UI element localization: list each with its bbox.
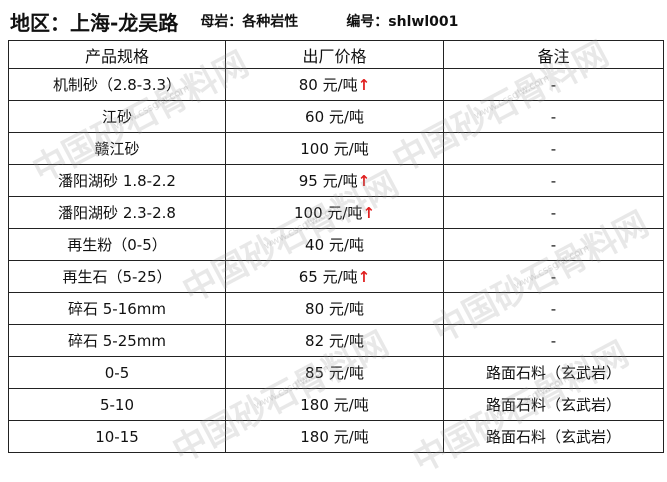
price-cell: 60 元/吨 bbox=[225, 100, 444, 133]
spec-cell: 赣江砂 bbox=[8, 132, 226, 165]
price-value: 60 元/吨 bbox=[305, 108, 364, 126]
code-label: 编号：shlwl001 bbox=[346, 14, 459, 30]
price-value: 40 元/吨 bbox=[305, 236, 364, 254]
price-value: 80 元/吨 bbox=[298, 76, 358, 94]
spec-cell: 10-15 bbox=[8, 420, 226, 453]
price-cell: 100 元/吨↑ bbox=[225, 196, 444, 229]
spec-cell: 碎石 5-16mm bbox=[8, 292, 226, 325]
note-cell: - bbox=[443, 164, 664, 197]
note-cell: 路面石料（玄武岩） bbox=[443, 420, 664, 453]
page-header: 地区：上海-龙吴路 母岩：各种岩性 编号：shlwl001 bbox=[10, 6, 458, 36]
table-row: 10-15 180 元/吨 路面石料（玄武岩） bbox=[8, 420, 664, 453]
price-value: 80 元/吨 bbox=[305, 300, 364, 318]
price-cell: 65 元/吨↑ bbox=[225, 260, 444, 293]
column-header-note: 备注 bbox=[443, 40, 664, 69]
spec-cell: 再生石（5-25） bbox=[8, 260, 226, 293]
note-cell: - bbox=[443, 292, 664, 325]
price-cell: 40 元/吨 bbox=[225, 228, 444, 261]
table-row: 0-5 85 元/吨 路面石料（玄武岩） bbox=[8, 356, 664, 389]
price-value: 180 元/吨 bbox=[300, 396, 369, 414]
column-header-price: 出厂价格 bbox=[225, 40, 444, 69]
table-header-row: 产品规格 出厂价格 备注 bbox=[8, 40, 664, 69]
spec-cell: 0-5 bbox=[8, 356, 226, 389]
price-cell: 80 元/吨↑ bbox=[225, 68, 444, 101]
spec-cell: 碎石 5-25mm bbox=[8, 324, 226, 357]
price-cell: 85 元/吨 bbox=[225, 356, 444, 389]
spec-cell: 再生粉（0-5） bbox=[8, 228, 226, 261]
table-row: 再生石（5-25） 65 元/吨↑ - bbox=[8, 260, 664, 293]
table-row: 碎石 5-16mm 80 元/吨 - bbox=[8, 292, 664, 325]
table-row: 机制砂（2.8-3.3） 80 元/吨↑ - bbox=[8, 68, 664, 101]
note-cell: - bbox=[443, 100, 664, 133]
price-value: 95 元/吨 bbox=[298, 172, 358, 190]
price-value: 180 元/吨 bbox=[300, 428, 369, 446]
up-arrow-icon: ↑ bbox=[357, 172, 371, 190]
region-title: 地区：上海-龙吴路 bbox=[10, 10, 179, 35]
table-row: 潘阳湖砂 2.3-2.8 100 元/吨↑ - bbox=[8, 196, 664, 229]
price-cell: 80 元/吨 bbox=[225, 292, 444, 325]
column-header-spec: 产品规格 bbox=[8, 40, 226, 69]
spec-cell: 潘阳湖砂 1.8-2.2 bbox=[8, 164, 226, 197]
price-value: 100 元/吨 bbox=[300, 140, 369, 158]
up-arrow-icon: ↑ bbox=[357, 268, 371, 286]
price-cell: 180 元/吨 bbox=[225, 388, 444, 421]
table-row: 江砂 60 元/吨 - bbox=[8, 100, 664, 133]
parent-rock-label: 母岩：各种岩性 bbox=[200, 14, 299, 30]
up-arrow-icon: ↑ bbox=[362, 204, 376, 222]
note-cell: - bbox=[443, 132, 664, 165]
note-cell: - bbox=[443, 196, 664, 229]
note-cell: - bbox=[443, 68, 664, 101]
up-arrow-icon: ↑ bbox=[357, 76, 371, 94]
table-row: 碎石 5-25mm 82 元/吨 - bbox=[8, 324, 664, 357]
table-row: 赣江砂 100 元/吨 - bbox=[8, 132, 664, 165]
price-cell: 100 元/吨 bbox=[225, 132, 444, 165]
price-table: 产品规格 出厂价格 备注 机制砂（2.8-3.3） 80 元/吨↑ - 江砂 60… bbox=[8, 40, 664, 453]
spec-cell: 5-10 bbox=[8, 388, 226, 421]
price-value: 100 元/吨 bbox=[293, 204, 363, 222]
note-cell: 路面石料（玄武岩） bbox=[443, 356, 664, 389]
price-value: 82 元/吨 bbox=[305, 332, 364, 350]
price-cell: 180 元/吨 bbox=[225, 420, 444, 453]
note-cell: - bbox=[443, 228, 664, 261]
note-cell: 路面石料（玄武岩） bbox=[443, 388, 664, 421]
table-row: 5-10 180 元/吨 路面石料（玄武岩） bbox=[8, 388, 664, 421]
price-cell: 95 元/吨↑ bbox=[225, 164, 444, 197]
price-cell: 82 元/吨 bbox=[225, 324, 444, 357]
spec-cell: 机制砂（2.8-3.3） bbox=[8, 68, 226, 101]
note-cell: - bbox=[443, 324, 664, 357]
spec-cell: 江砂 bbox=[8, 100, 226, 133]
price-value: 85 元/吨 bbox=[305, 364, 364, 382]
spec-cell: 潘阳湖砂 2.3-2.8 bbox=[8, 196, 226, 229]
table-row: 再生粉（0-5） 40 元/吨 - bbox=[8, 228, 664, 261]
note-cell: - bbox=[443, 260, 664, 293]
table-row: 潘阳湖砂 1.8-2.2 95 元/吨↑ - bbox=[8, 164, 664, 197]
price-value: 65 元/吨 bbox=[298, 268, 358, 286]
